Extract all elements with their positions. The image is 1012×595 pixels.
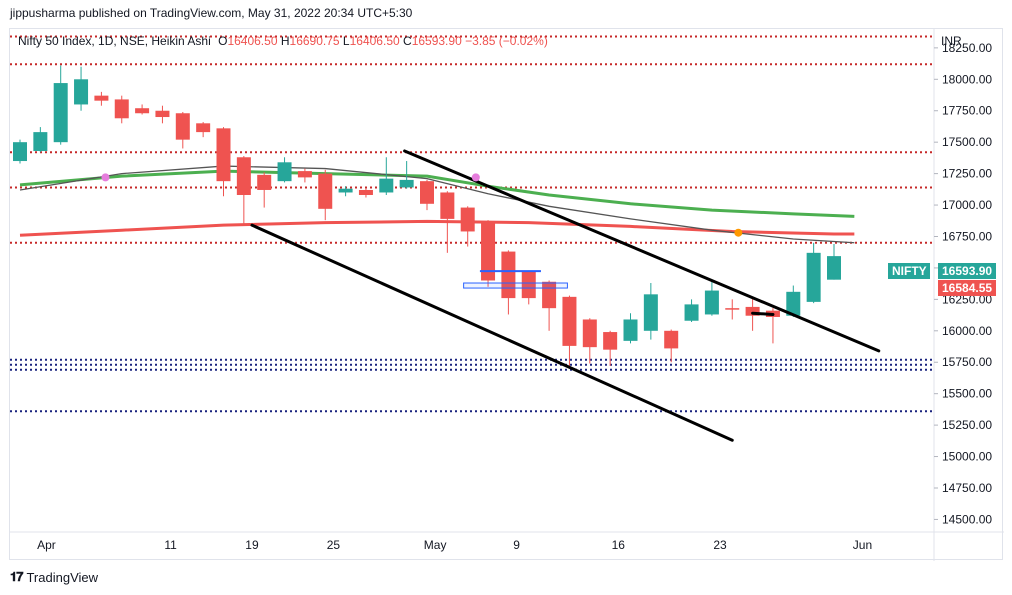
candle-body xyxy=(603,332,618,350)
legend-symbol: Nifty 50 Index, 1D, NSE, Heikin Ashi xyxy=(18,34,211,48)
x-tick-label: 11 xyxy=(164,538,177,552)
candle-body xyxy=(664,330,679,349)
y-tick-label: 15000.00 xyxy=(942,450,992,464)
chart-legend: Nifty 50 Index, 1D, NSE, Heikin Ashi O16… xyxy=(18,34,548,48)
candle-body xyxy=(13,142,27,162)
y-tick-label: 14500.00 xyxy=(942,512,992,526)
brand-name: TradingView xyxy=(26,569,99,585)
legend-high-label: H xyxy=(280,34,290,48)
publisher-line: jippusharma published on TradingView.com… xyxy=(10,6,413,20)
candle-body xyxy=(379,178,394,193)
x-tick-label: Jun xyxy=(853,538,872,552)
y-tick-label: 14750.00 xyxy=(942,481,992,495)
candle-body xyxy=(277,162,292,182)
candle-body xyxy=(827,256,841,280)
legend-close-label: C xyxy=(403,34,412,48)
candle-body xyxy=(175,113,190,140)
candle-body xyxy=(155,110,170,118)
symbol-tag: NIFTY xyxy=(888,263,930,279)
crossover-marker xyxy=(101,173,110,182)
candle-body xyxy=(358,189,373,195)
candle-body xyxy=(94,95,109,101)
y-tick-label: 15500.00 xyxy=(942,387,992,401)
tradingview-logo[interactable]: 𝟏𝟕 TradingView xyxy=(10,569,98,585)
candle-body xyxy=(135,108,150,114)
trendline xyxy=(403,149,881,353)
candle-body xyxy=(501,251,516,299)
candle-body xyxy=(521,271,536,299)
moving-average-line xyxy=(19,219,855,237)
moving-average-line xyxy=(19,169,855,218)
x-tick-label: 16 xyxy=(612,538,626,552)
crossover-marker xyxy=(734,228,743,237)
y-tick-label: 17500.00 xyxy=(942,135,992,149)
level-layer xyxy=(10,35,934,413)
candle-body xyxy=(481,221,496,281)
candle-body xyxy=(399,179,414,188)
candle-body xyxy=(236,157,251,195)
candle-body xyxy=(33,132,48,151)
chart-svg[interactable]: 18250.00 18000.00 17750.00 17500.00 17250.00… xyxy=(10,29,1004,561)
legend-open: 16406.50 xyxy=(227,34,278,48)
marker-layer xyxy=(101,173,743,237)
candle-body xyxy=(704,290,719,315)
x-tick-label: 25 xyxy=(327,538,341,552)
candle-body xyxy=(806,252,821,302)
crossover-marker xyxy=(471,173,480,182)
x-tick-label: 23 xyxy=(713,538,727,552)
y-tick-label: 17000.00 xyxy=(942,198,992,212)
candle-body xyxy=(74,79,89,105)
x-tick-label: 19 xyxy=(245,538,259,552)
y-tick-label: 18250.00 xyxy=(942,41,992,55)
candle-body xyxy=(745,306,760,316)
candle-body xyxy=(460,207,475,232)
legend-open-label: O xyxy=(218,34,228,48)
legend-close: 16593.90 xyxy=(411,34,462,48)
candle-body xyxy=(338,188,353,193)
drawing-layer xyxy=(250,149,881,442)
y-tick-label: 15750.00 xyxy=(942,355,992,369)
candle-body xyxy=(643,294,658,331)
candle-body xyxy=(786,291,801,316)
grid-layer xyxy=(10,29,1004,561)
y-tick-label: 17750.00 xyxy=(942,104,992,118)
candle-body xyxy=(53,83,68,143)
candle-body xyxy=(114,99,129,119)
candle-body xyxy=(318,173,333,209)
trendline xyxy=(751,311,775,316)
candle-body xyxy=(562,296,577,346)
tradingview-icon: 𝟏𝟕 xyxy=(10,569,24,584)
candle-body xyxy=(725,308,740,310)
ha-close-tag: 16584.55 xyxy=(938,280,996,296)
candle-body xyxy=(196,123,211,133)
y-tick-label: 16750.00 xyxy=(942,229,992,243)
trendline xyxy=(250,223,734,442)
candle-body xyxy=(216,128,231,182)
x-tick-label: May xyxy=(424,538,447,552)
candle-body xyxy=(582,319,597,348)
candle-body xyxy=(420,181,434,204)
candle-layer xyxy=(13,65,841,369)
range-rectangle xyxy=(463,282,568,289)
y-tick-label: 16000.00 xyxy=(942,324,992,338)
candle-body xyxy=(684,304,699,321)
ma-layer xyxy=(19,165,855,244)
time-axis: Apr 11 19 25 May 9 16 23 Jun xyxy=(37,538,872,552)
legend-change: −3.85 (−0.02%) xyxy=(465,34,548,48)
y-tick-label: 15250.00 xyxy=(942,418,992,432)
currency-label: INR xyxy=(941,34,962,48)
legend-low: 16406.50 xyxy=(349,34,400,48)
candle-body xyxy=(623,319,638,341)
candle-body xyxy=(440,192,455,219)
x-tick-label: 9 xyxy=(513,538,520,552)
y-tick-label: 18000.00 xyxy=(942,72,992,86)
chart-frame: 18250.00 18000.00 17750.00 17500.00 17250.00… xyxy=(9,28,1004,561)
legend-high: 16690.75 xyxy=(289,34,340,48)
candle-body xyxy=(257,174,272,190)
x-tick-label: Apr xyxy=(37,538,56,552)
candle-body xyxy=(297,171,312,178)
last-price-tag: 16593.90 xyxy=(938,263,996,279)
legend-low-label: L xyxy=(342,34,350,48)
y-tick-label: 17250.00 xyxy=(942,167,992,181)
